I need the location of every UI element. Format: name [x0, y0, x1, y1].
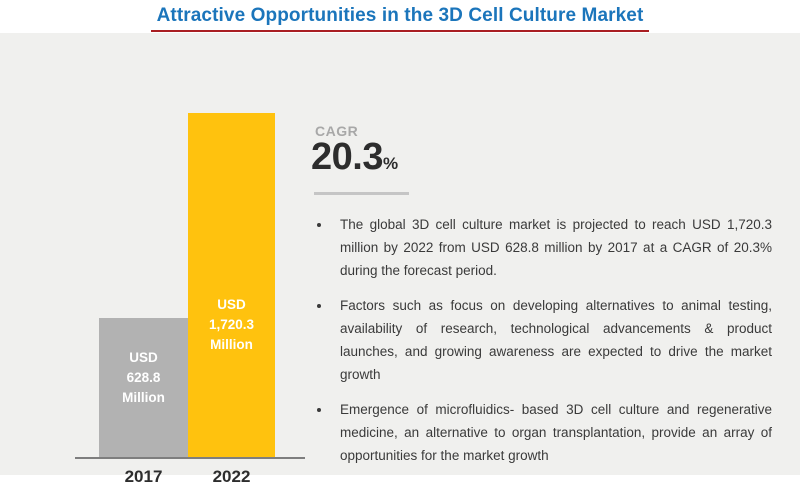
bullet-dot-icon: [314, 398, 340, 467]
bar-2022-label-line3: Million: [210, 337, 253, 352]
bullet-item-1: The global 3D cell culture market is pro…: [314, 213, 772, 282]
bar-2022: USD 1,720.3 Million: [188, 113, 275, 457]
bar-2017-label: USD 628.8 Million: [99, 348, 188, 408]
cagr-percent-sign: %: [382, 154, 399, 173]
bar-2022-label-line2: 1,720.3: [208, 317, 255, 332]
bullet-text-3: Emergence of microfluidics- based 3D cel…: [340, 402, 772, 463]
bar-2022-label: USD 1,720.3 Million: [188, 295, 275, 355]
page-title: Attractive Opportunities in the 3D Cell …: [150, 5, 650, 32]
bar-2017-label-line3: Million: [122, 390, 165, 405]
bullet-text-2: Factors such as focus on developing alte…: [340, 298, 772, 382]
bar-2017: USD 628.8 Million: [99, 318, 188, 457]
bullet-item-2: Factors such as focus on developing alte…: [314, 294, 772, 386]
bullet-item-3: Emergence of microfluidics- based 3D cel…: [314, 398, 772, 467]
cagr-number: 20.3: [311, 136, 383, 178]
axis-label-2017: 2017: [124, 467, 163, 486]
title-bar: Attractive Opportunities in the 3D Cell …: [0, 0, 800, 33]
axis-label-2022: 2022: [212, 467, 251, 486]
bullet-list: The global 3D cell culture market is pro…: [314, 213, 772, 479]
bar-2022-label-line1: USD: [217, 297, 246, 312]
cagr-divider-line: [314, 192, 409, 195]
bullet-text-1: The global 3D cell culture market is pro…: [340, 217, 772, 278]
cagr-label: CAGR: [315, 123, 359, 139]
bar-2017-label-line1: USD: [129, 350, 158, 365]
bullet-dot-icon: [314, 213, 340, 282]
bar-2017-label-line2: 628.8: [126, 370, 161, 385]
content-panel: USD 628.8 Million USD 1,720.3 Million 20…: [0, 33, 800, 486]
cagr-value: 20.3%: [311, 136, 398, 179]
bullet-dot-icon: [314, 294, 340, 386]
x-axis-line: [75, 457, 305, 459]
